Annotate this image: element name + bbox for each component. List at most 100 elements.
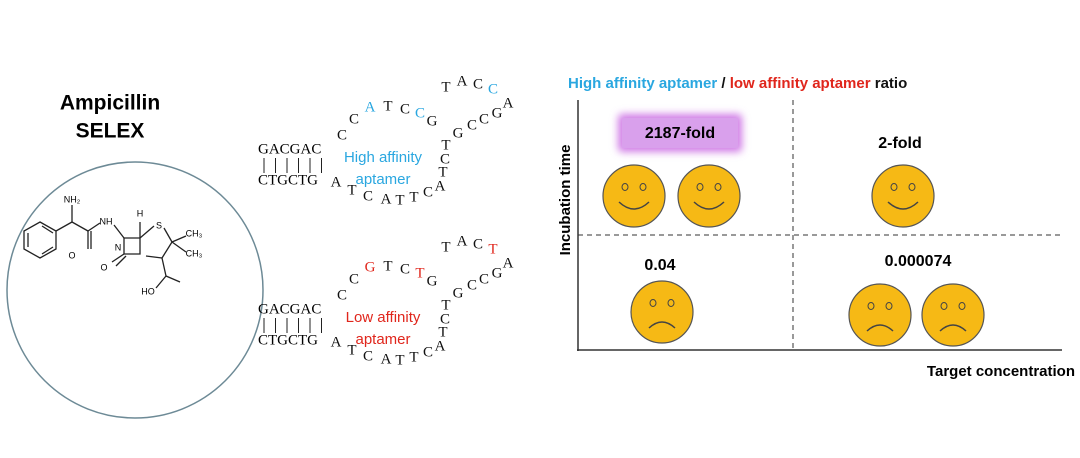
atom-label: HO <box>141 286 155 296</box>
face <box>871 164 935 228</box>
stem-bottom: CTGCTG <box>258 332 318 348</box>
base: T <box>488 241 497 257</box>
y-axis-label: Incubation time <box>557 145 574 256</box>
base: G <box>427 273 438 289</box>
base: C <box>473 76 483 92</box>
eye <box>621 183 629 191</box>
atom-label: CH₃ <box>186 228 203 238</box>
eye <box>867 302 875 310</box>
base: T <box>409 189 418 205</box>
base: G <box>492 105 503 121</box>
mouth <box>618 201 650 210</box>
quadrant-value: 0.04 <box>644 257 675 274</box>
base: A <box>457 233 468 249</box>
base: C <box>400 101 410 117</box>
happy-face <box>871 164 935 228</box>
base: A <box>381 351 392 367</box>
frame-circle <box>6 161 264 419</box>
aptamer-label: aptamer <box>355 171 410 188</box>
atom-label: CH₃ <box>186 248 203 258</box>
eye <box>958 302 966 310</box>
eye <box>890 183 898 191</box>
base: C <box>349 271 359 287</box>
aptamer-label: aptamer <box>355 331 410 348</box>
face <box>677 164 741 228</box>
base: C <box>467 117 477 133</box>
base: A <box>503 255 514 271</box>
base: T <box>441 239 450 255</box>
sad-face <box>630 280 694 344</box>
quadrant-value: 2-fold <box>878 135 922 152</box>
eye <box>667 299 675 307</box>
base: C <box>423 344 433 360</box>
base: C <box>363 348 373 364</box>
base: C <box>400 261 410 277</box>
face <box>921 283 985 347</box>
base: A <box>365 99 376 115</box>
face <box>630 280 694 344</box>
base: C <box>337 287 347 303</box>
base: T <box>415 265 424 281</box>
base: T <box>438 164 447 180</box>
atom-label: NH <box>100 216 113 226</box>
base: C <box>479 111 489 127</box>
stem-top: GACGAC <box>258 141 321 157</box>
base: T <box>441 297 450 313</box>
eye <box>940 302 948 310</box>
base: C <box>473 236 483 252</box>
base: C <box>467 277 477 293</box>
eye <box>639 183 647 191</box>
base: T <box>347 182 356 198</box>
happy-face <box>677 164 741 228</box>
quadrant-value: 2187-fold <box>645 125 715 142</box>
base: C <box>415 105 425 121</box>
atom-label: H <box>137 208 144 218</box>
base: T <box>383 98 392 114</box>
title: Ampicillin <box>60 92 160 115</box>
base: A <box>331 334 342 350</box>
base: T <box>347 342 356 358</box>
base: T <box>383 258 392 274</box>
base: T <box>409 349 418 365</box>
base: A <box>381 191 392 207</box>
title-part: High affinity aptamer <box>568 75 717 92</box>
base: T <box>441 79 450 95</box>
happy-face <box>602 164 666 228</box>
mouth <box>939 324 967 332</box>
eye <box>696 183 704 191</box>
base: C <box>349 111 359 127</box>
base: T <box>441 137 450 153</box>
title-part: / <box>717 75 730 92</box>
base: A <box>435 178 446 194</box>
sad-face <box>848 283 912 347</box>
base: C <box>423 184 433 200</box>
atom-label: O <box>100 262 107 272</box>
ratio-panel: High affinity aptamer / low affinity apt… <box>557 75 1075 380</box>
base: G <box>365 259 376 275</box>
base: C <box>440 311 450 327</box>
eye <box>714 183 722 191</box>
base: G <box>492 265 503 281</box>
base: G <box>427 113 438 129</box>
base: C <box>479 271 489 287</box>
highlight-box <box>622 118 738 148</box>
base: A <box>331 174 342 190</box>
title-part: ratio <box>871 75 908 92</box>
atom-label: N <box>115 242 122 252</box>
base: T <box>395 352 404 368</box>
x-axis-label: Target concentration <box>927 363 1075 380</box>
base: C <box>337 127 347 143</box>
title: SELEX <box>76 120 145 143</box>
faces <box>602 164 985 347</box>
title-part: low affinity aptamer <box>730 75 871 92</box>
mouth <box>648 321 676 329</box>
base: A <box>457 73 468 89</box>
eye <box>885 302 893 310</box>
atom-label: NH₂ <box>64 194 81 204</box>
